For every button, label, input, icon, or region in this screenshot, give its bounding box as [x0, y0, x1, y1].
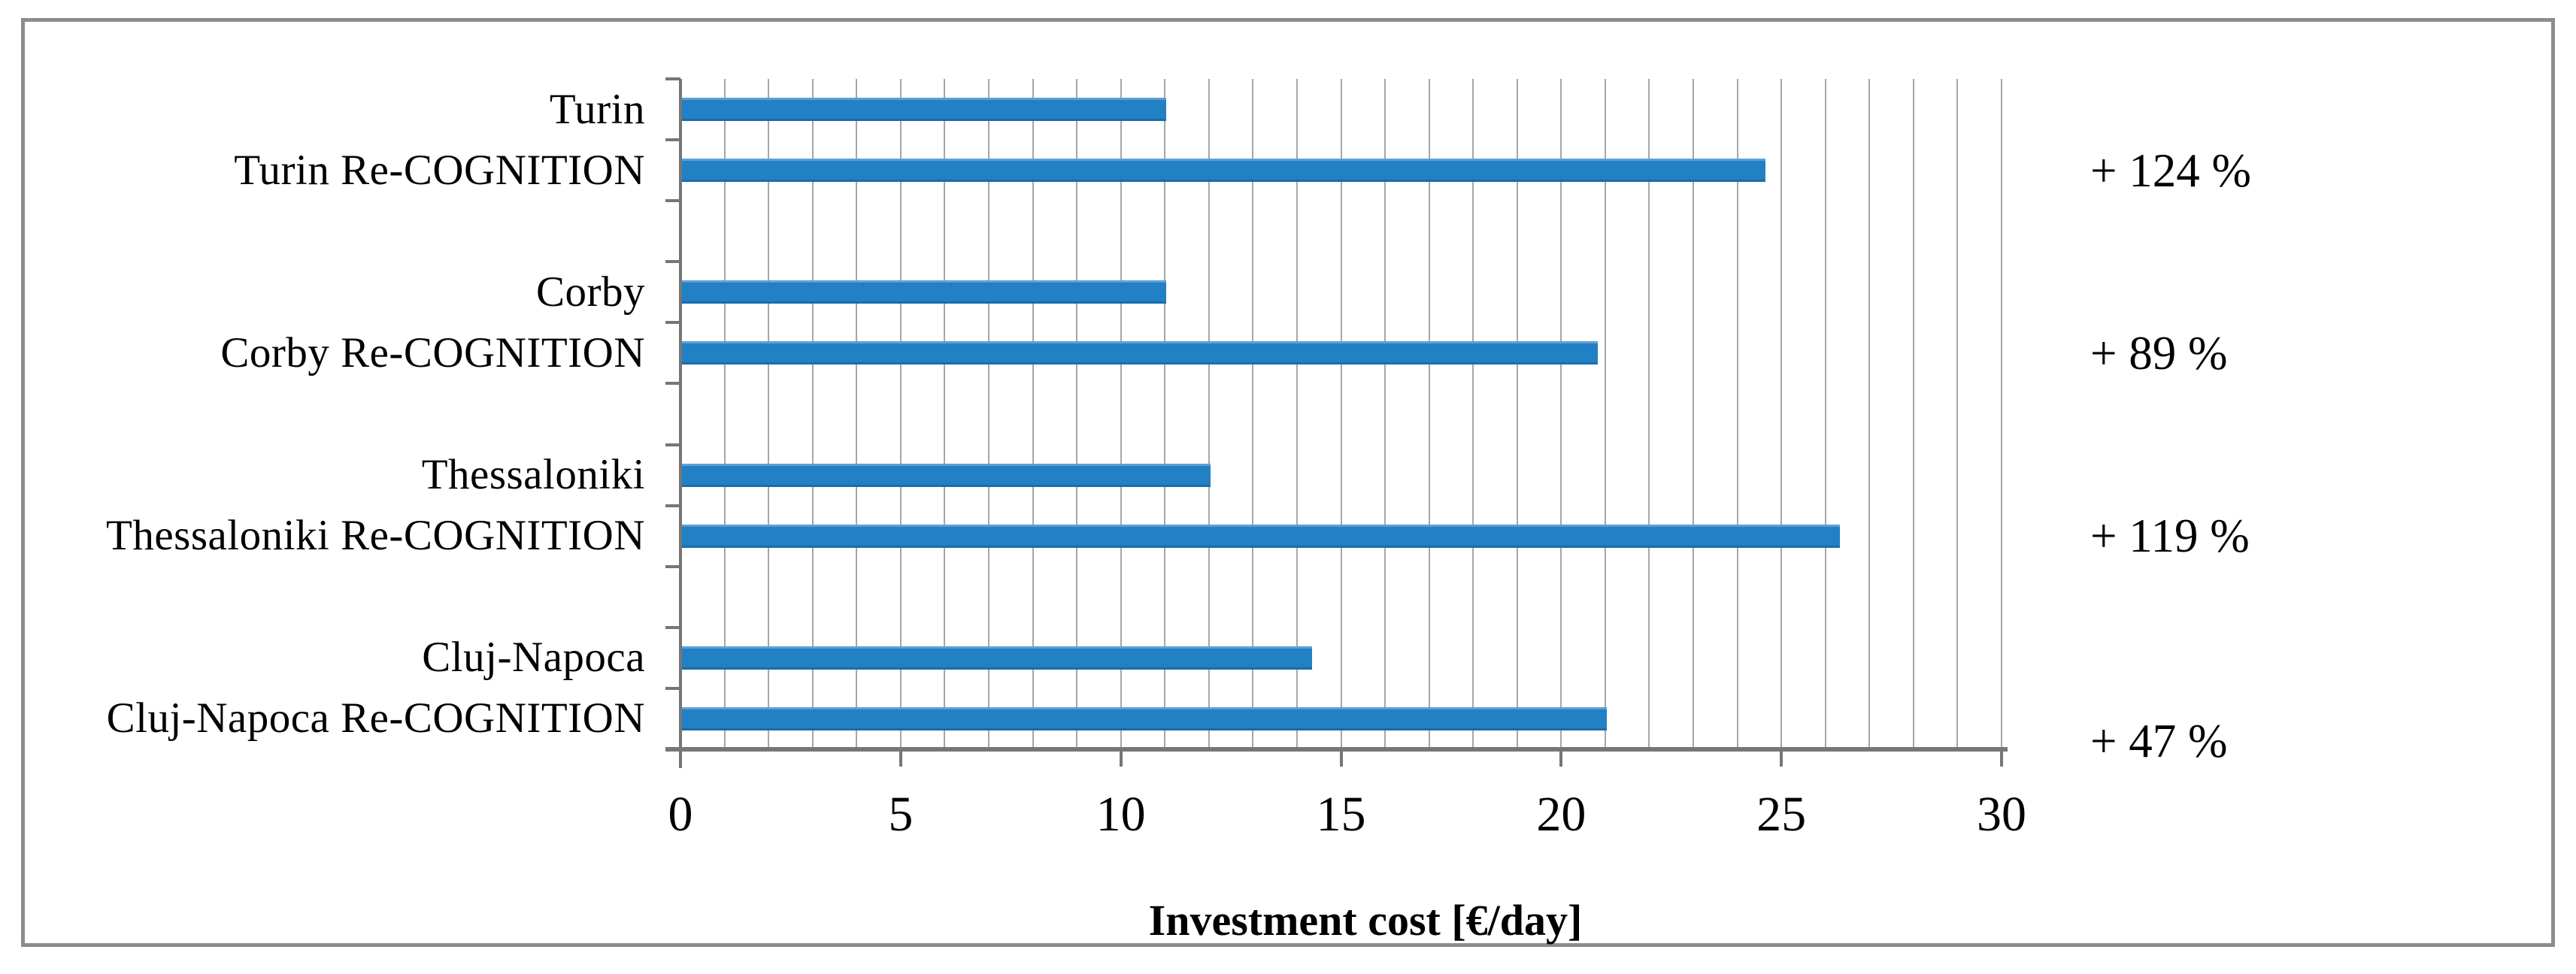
y-axis-line [679, 79, 682, 768]
gridline-x-10 [1120, 79, 1122, 749]
bar-corby-re-cognition [682, 341, 1598, 365]
x-axis-tick-10 [1119, 752, 1123, 767]
category-label-cluj-napoca-re-cognition: Cluj-Napoca Re-COGNITION [106, 694, 645, 743]
gridline-x-14 [1296, 79, 1298, 749]
gridline-x-28 [1912, 79, 1914, 749]
y-axis-tick-6 [665, 443, 680, 446]
bar-thessaloniki-re-cognition [682, 524, 1840, 548]
percent-annotation-cluj-napoca-re-cognition: + 47 % [2090, 715, 2228, 768]
y-axis-tick-10 [665, 686, 680, 690]
gridline-x-19 [1516, 79, 1518, 749]
x-tick-label-25: 25 [1756, 787, 1807, 842]
gridline-x-5 [899, 79, 902, 749]
category-label-cluj-napoca: Cluj-Napoca [422, 634, 645, 682]
percent-annotation-corby-re-cognition: + 89 % [2090, 326, 2228, 380]
y-axis-tick-5 [665, 382, 680, 386]
gridline-x-17 [1428, 79, 1430, 749]
category-label-turin: Turin [549, 85, 645, 133]
x-axis-line [665, 747, 2008, 752]
category-label-corby: Corby [536, 268, 645, 316]
gridline-x-8 [1032, 79, 1034, 749]
gridline-x-7 [987, 79, 989, 749]
category-label-thessaloniki-re-cognition: Thessaloniki Re-COGNITION [106, 512, 645, 560]
gridline-x-15 [1340, 79, 1342, 749]
gridline-x-2 [768, 79, 770, 749]
x-axis-tick-15 [1339, 752, 1343, 767]
x-tick-label-30: 30 [1977, 787, 2026, 842]
y-axis-tick-2 [665, 199, 680, 203]
y-axis-tick-4 [665, 321, 680, 325]
x-tick-label-5: 5 [888, 787, 914, 842]
x-tick-label-15: 15 [1316, 787, 1366, 842]
y-axis-tick-8 [665, 564, 680, 568]
gridline-x-6 [944, 79, 946, 749]
bar-cluj-napoca [682, 646, 1312, 670]
y-axis-tick-1 [665, 138, 680, 142]
gridline-x-22 [1648, 79, 1650, 749]
gridline-x-9 [1076, 79, 1078, 749]
category-label-thessaloniki: Thessaloniki [421, 451, 645, 499]
bar-corby [682, 280, 1166, 304]
bar-turin [682, 98, 1166, 122]
gridline-x-23 [1693, 79, 1695, 749]
gridline-x-13 [1252, 79, 1254, 749]
y-axis-tick-3 [665, 260, 680, 264]
y-axis-tick-7 [665, 504, 680, 507]
gridline-x-16 [1384, 79, 1386, 749]
gridline-x-24 [1736, 79, 1738, 749]
category-label-corby-re-cognition: Corby Re-COGNITION [220, 328, 645, 377]
gridline-x-29 [1956, 79, 1959, 749]
figure-frame: Investment cost [€/day] Turin Turin Re-CO… [21, 18, 2555, 947]
x-tick-label-20: 20 [1536, 787, 1587, 842]
x-axis-tick-20 [1559, 752, 1563, 767]
x-axis-tick-5 [899, 752, 902, 767]
x-tick-label-10: 10 [1096, 787, 1146, 842]
gridline-x-30 [2001, 79, 2002, 749]
gridline-x-26 [1824, 79, 1826, 749]
gridline-x-4 [856, 79, 858, 749]
percent-annotation-thessaloniki-re-cognition: + 119 % [2090, 510, 2250, 563]
percent-annotation-turin-re-cognition: + 124 % [2090, 144, 2252, 197]
gridline-x-18 [1472, 79, 1474, 749]
x-axis-tick-25 [1780, 752, 1784, 767]
bar-turin-re-cognition [682, 159, 1765, 183]
gridline-x-25 [1780, 79, 1783, 749]
gridline-x-20 [1560, 79, 1562, 749]
x-axis-tick-0 [679, 752, 682, 767]
gridline-x-27 [1868, 79, 1871, 749]
y-axis-tick-9 [665, 625, 680, 629]
x-tick-label-0: 0 [668, 787, 693, 842]
y-axis-tick-0 [665, 77, 680, 80]
gridline-x-1 [723, 79, 726, 749]
gridline-x-12 [1208, 79, 1210, 749]
gridline-x-3 [811, 79, 814, 749]
x-axis-title: Investment cost [€/day] [1148, 896, 1583, 945]
x-axis-tick-30 [2000, 752, 2003, 767]
category-label-turin-re-cognition: Turin Re-COGNITION [234, 146, 645, 194]
gridline-x-21 [1604, 79, 1606, 749]
bar-thessaloniki [682, 463, 1211, 487]
bar-cluj-napoca-re-cognition [682, 706, 1607, 730]
gridline-x-11 [1164, 79, 1166, 749]
